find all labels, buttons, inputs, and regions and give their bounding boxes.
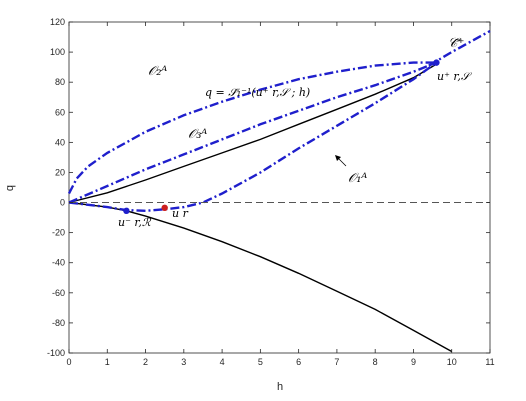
y-tick-label: 60 [55, 107, 65, 117]
y-tick-label: 120 [50, 17, 65, 27]
y-tick-label: 100 [50, 47, 65, 57]
y-ticks: -100 -80 -60 -40 -20 0 20 40 60 80 100 120 [47, 17, 490, 358]
y-tick-label: -80 [52, 318, 65, 328]
x-tick-label: 11 [485, 357, 494, 367]
series-layer [67, 29, 491, 353]
ur-minus-label: u⁻ r,ℛ [118, 216, 152, 229]
curve-label: q = 𝒮̃₁⁻¹(u⁺ r,𝒮 ; h) [205, 86, 310, 99]
y-tick-label: 20 [55, 167, 65, 177]
series-line-4 [68, 61, 438, 213]
x-tick-label: 10 [447, 357, 457, 367]
x-tick-label: 1 [105, 357, 110, 367]
o1-arrow-head [335, 155, 341, 161]
y-tick-label: 80 [55, 77, 65, 87]
c-plus-label: 𝒞̃⁺ [448, 36, 464, 51]
y-tick-label: 40 [55, 137, 65, 147]
ur-label: u r [172, 207, 189, 220]
y-tick-label: -40 [52, 258, 65, 268]
x-tick-label: 7 [334, 357, 339, 367]
data-point-0 [123, 207, 130, 215]
region-o1-label: 𝒪₁ᴬ [348, 171, 367, 186]
y-axis-label: q [4, 185, 16, 191]
plot-area [68, 21, 491, 354]
x-tick-label: 4 [220, 357, 225, 367]
x-tick-label: 2 [143, 357, 148, 367]
x-tick-label: 8 [373, 357, 378, 367]
data-point-1 [161, 204, 168, 212]
y-tick-label: -60 [52, 288, 65, 298]
x-tick-label: 9 [411, 357, 416, 367]
x-tick-label: 6 [296, 357, 301, 367]
x-tick-label: 5 [258, 357, 263, 367]
x-tick-label: 3 [181, 357, 186, 367]
series-line-2 [67, 61, 437, 195]
ur-plus-label: u⁺ r,𝒮 [437, 70, 473, 83]
y-tick-label: -20 [52, 228, 65, 238]
points-layer [123, 59, 440, 215]
x-ticks: 0 1 2 3 4 5 6 7 8 9 10 11 [66, 22, 495, 367]
region-o2-label: 𝒪₂ᴬ [148, 64, 167, 79]
x-axis-label: h [277, 381, 283, 393]
x-tick-label: 0 [66, 357, 71, 367]
series-line-0 [68, 63, 437, 204]
data-point-2 [433, 59, 440, 66]
y-tick-label: -100 [47, 348, 65, 358]
series-line-3 [68, 61, 437, 204]
region-o3-label: 𝒪₃ᴬ [188, 127, 207, 142]
y-tick-label: 0 [60, 198, 65, 208]
